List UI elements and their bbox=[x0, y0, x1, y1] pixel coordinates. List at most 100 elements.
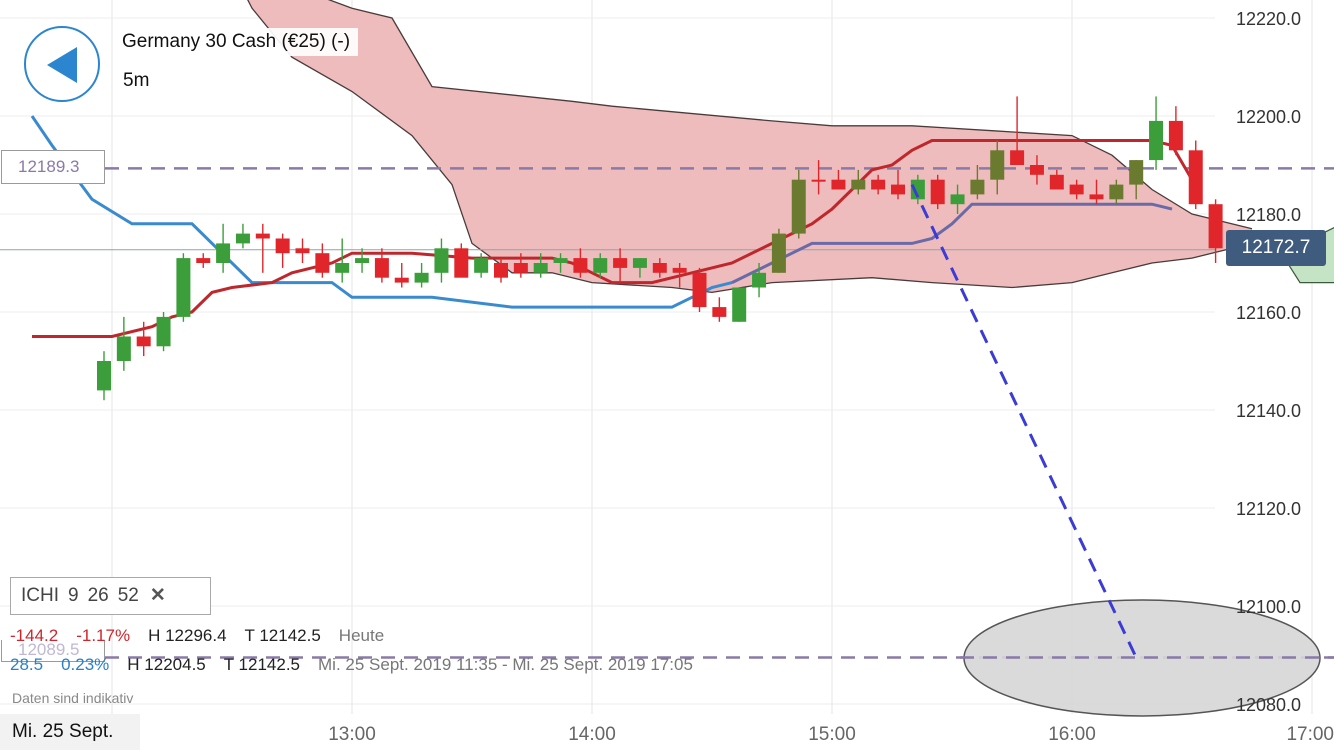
candle-body bbox=[950, 194, 965, 205]
range-label: Mi. 25 Sept. 2019 11:35 - Mi. 25 Sept. 2… bbox=[318, 655, 693, 674]
indicator-param: 26 bbox=[87, 585, 109, 606]
candle-body bbox=[732, 287, 747, 322]
candle-body bbox=[434, 248, 449, 273]
time-tick-label: 15:00 bbox=[808, 724, 856, 745]
candle-body bbox=[474, 258, 489, 273]
back-arrow-icon bbox=[47, 47, 77, 83]
candle-body bbox=[1168, 120, 1183, 151]
candle-body bbox=[394, 277, 409, 283]
candle-body bbox=[990, 150, 1005, 180]
candle-body bbox=[335, 263, 350, 273]
change-value: 28.5 bbox=[10, 655, 44, 674]
candle-body bbox=[632, 258, 647, 268]
time-tick-label: 13:00 bbox=[328, 724, 376, 745]
time-tick-label: 17:00 bbox=[1286, 724, 1334, 745]
kijun-sen bbox=[30, 115, 733, 309]
candle-body bbox=[692, 272, 707, 308]
candle-body bbox=[454, 248, 469, 278]
candle-body bbox=[1129, 160, 1144, 185]
price-tick-label: 12200.0 bbox=[1236, 107, 1301, 127]
change-value: -144.2 bbox=[10, 626, 59, 645]
candle-body bbox=[136, 336, 151, 347]
current-price-tag: 12172.7 bbox=[1226, 230, 1326, 266]
indicator-chip[interactable]: ICHI 9 26 52 ✕ bbox=[10, 577, 211, 615]
stats-row-period: 28.5 0.23% H 12204.5 T 12142.5 Mi. 25 Sept. … bbox=[10, 655, 711, 675]
kumo-bearish bbox=[247, 0, 1252, 293]
instrument-title: Germany 30 Cash (€25) (-) bbox=[114, 28, 359, 56]
change-percent: 0.23% bbox=[61, 655, 110, 674]
candle-body bbox=[1089, 194, 1104, 200]
price-tick-label: 12100.0 bbox=[1236, 597, 1301, 617]
date-label: Mi. 25 Sept. bbox=[0, 714, 140, 750]
candle-body bbox=[771, 233, 786, 273]
upper-level-label[interactable]: 12189.3 bbox=[1, 150, 105, 184]
candle-body bbox=[196, 258, 211, 263]
candle-body bbox=[494, 263, 508, 278]
candle-body bbox=[652, 263, 667, 273]
price-tick-label: 12140.0 bbox=[1236, 401, 1301, 421]
kijun-sen bbox=[731, 202, 1173, 284]
stats-row-today: -144.2 -1.17% H 12296.4 T 12142.5 Heute bbox=[10, 626, 402, 646]
candle-body bbox=[513, 263, 528, 273]
low-value: T 12142.5 bbox=[223, 655, 301, 674]
candle-body bbox=[1149, 120, 1164, 161]
candle-body bbox=[970, 179, 985, 195]
indicator-param: 52 bbox=[117, 585, 139, 606]
high-value: H 12296.4 bbox=[148, 626, 227, 645]
drawing-overlays bbox=[910, 183, 1334, 717]
candle-body bbox=[573, 258, 588, 273]
candlestick-series bbox=[97, 96, 1223, 401]
range-label: Heute bbox=[338, 626, 385, 645]
candle-body bbox=[672, 267, 687, 273]
candle-body bbox=[910, 179, 925, 200]
low-value: T 12142.5 bbox=[244, 626, 321, 645]
candle-body bbox=[831, 179, 846, 190]
candle-body bbox=[235, 233, 250, 244]
time-axis: 13:00 14:00 15:00 16:00 17:00 bbox=[328, 724, 1334, 745]
candle-body bbox=[871, 179, 886, 190]
candle-body bbox=[891, 184, 905, 195]
candle-body bbox=[593, 258, 608, 273]
time-tick-label: 16:00 bbox=[1048, 724, 1096, 745]
disclaimer-text: Daten sind indikativ bbox=[12, 690, 134, 706]
candle-body bbox=[811, 179, 826, 182]
candle-body bbox=[116, 336, 131, 361]
candle-body bbox=[533, 263, 548, 273]
candle-body bbox=[176, 258, 191, 317]
candle-body bbox=[553, 258, 568, 263]
candle-body bbox=[97, 361, 111, 391]
candle-body bbox=[712, 307, 727, 317]
candle-body bbox=[315, 253, 330, 273]
candle-body bbox=[1010, 150, 1025, 165]
indicator-param: 9 bbox=[68, 585, 79, 606]
candle-body bbox=[791, 179, 806, 234]
candle-body bbox=[1029, 165, 1044, 175]
candle-body bbox=[752, 272, 767, 288]
candle-body bbox=[255, 233, 270, 239]
candle-body bbox=[930, 179, 945, 205]
lower-level-label[interactable]: 12089.5 bbox=[1, 640, 105, 662]
price-tick-label: 12180.0 bbox=[1236, 205, 1301, 225]
price-tick-label: 12120.0 bbox=[1236, 499, 1301, 519]
tenkan-sen bbox=[32, 139, 1194, 338]
candle-body bbox=[613, 258, 628, 268]
senkou-span-b bbox=[247, 0, 1253, 294]
close-icon[interactable]: ✕ bbox=[149, 585, 166, 606]
candle-body bbox=[295, 248, 310, 254]
candle-body bbox=[1208, 204, 1223, 249]
projection-trend-line bbox=[910, 183, 1137, 656]
back-button[interactable] bbox=[24, 26, 100, 102]
candle-body bbox=[851, 179, 866, 190]
candle-body bbox=[414, 272, 429, 283]
price-axis: 12080.0 12100.0 12120.0 12140.0 12160.0 12180… bbox=[1236, 9, 1301, 715]
time-tick-label: 14:00 bbox=[568, 724, 616, 745]
candle-body bbox=[1049, 174, 1064, 190]
price-tick-label: 12220.0 bbox=[1236, 9, 1301, 29]
high-value: H 12204.5 bbox=[127, 655, 206, 674]
candle-body bbox=[275, 238, 290, 254]
interval-label[interactable]: 5m bbox=[123, 70, 150, 91]
change-percent: -1.17% bbox=[76, 626, 131, 645]
candle-body bbox=[156, 316, 171, 347]
candle-body bbox=[1069, 184, 1084, 195]
